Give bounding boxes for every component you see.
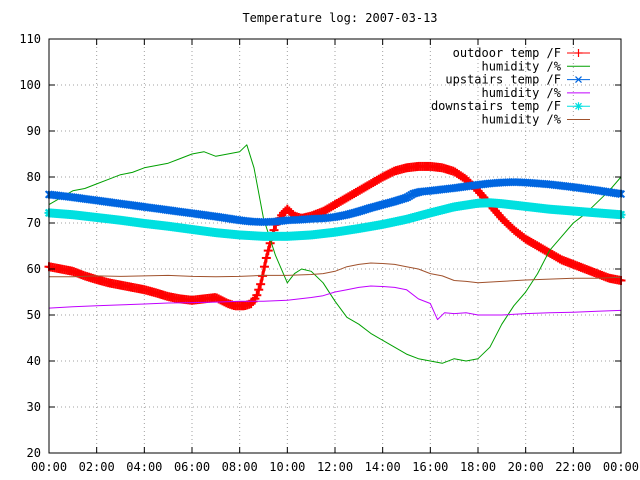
y-tick-label: 30 <box>27 400 41 414</box>
y-tick-label: 100 <box>19 78 41 92</box>
chart-title: Temperature log: 2007-03-13 <box>242 11 437 25</box>
data-point <box>263 246 273 256</box>
series-line <box>49 262 622 284</box>
axis-ticks: 20 30 40 50 60 70 80 90 100 110 00:00 02:00 04:00 06:… <box>19 32 639 474</box>
legend-label: humidity /% <box>482 113 562 127</box>
data-point <box>256 279 266 289</box>
legend-label: downstairs temp /F <box>431 99 561 113</box>
y-tick-label: 90 <box>27 124 41 138</box>
y-tick-label: 50 <box>27 308 41 322</box>
x-tick-label: 18:00 <box>460 460 496 474</box>
legend-label: upstairs temp /F <box>445 73 561 87</box>
y-tick-label: 110 <box>19 32 41 46</box>
x-tick-label: 16:00 <box>412 460 448 474</box>
x-tick-label: 00:00 <box>603 460 639 474</box>
y-tick-label: 70 <box>27 216 41 230</box>
legend-marker <box>575 76 582 84</box>
series-line <box>48 285 622 321</box>
x-tick-label: 02:00 <box>79 460 115 474</box>
x-tick-label: 20:00 <box>508 460 544 474</box>
data-point <box>252 290 262 300</box>
y-tick-label: 80 <box>27 170 41 184</box>
series-line <box>48 144 622 364</box>
y-tick-label: 40 <box>27 354 41 368</box>
x-tick-label: 22:00 <box>555 460 591 474</box>
x-tick-label: 04:00 <box>126 460 162 474</box>
legend-marker <box>574 49 583 57</box>
data-point <box>259 262 269 272</box>
legend-label: outdoor temp /F <box>453 46 561 60</box>
series-layer <box>44 144 626 364</box>
y-tick-label: 60 <box>27 262 41 276</box>
x-tick-label: 14:00 <box>365 460 401 474</box>
x-tick-label: 10:00 <box>269 460 305 474</box>
x-tick-label: 00:00 <box>31 460 67 474</box>
y-tick-label: 20 <box>27 446 41 460</box>
grid-lines <box>49 39 621 453</box>
data-point <box>261 253 271 263</box>
series-5 <box>49 262 622 284</box>
legend-marker <box>574 102 583 111</box>
legend-label: humidity /% <box>482 86 562 100</box>
legend-label: humidity /% <box>482 59 562 73</box>
x-tick-label: 06:00 <box>174 460 210 474</box>
series-1 <box>48 144 622 364</box>
data-point <box>254 285 264 295</box>
x-tick-label: 08:00 <box>222 460 258 474</box>
series-3 <box>48 285 622 321</box>
x-tick-label: 12:00 <box>317 460 353 474</box>
